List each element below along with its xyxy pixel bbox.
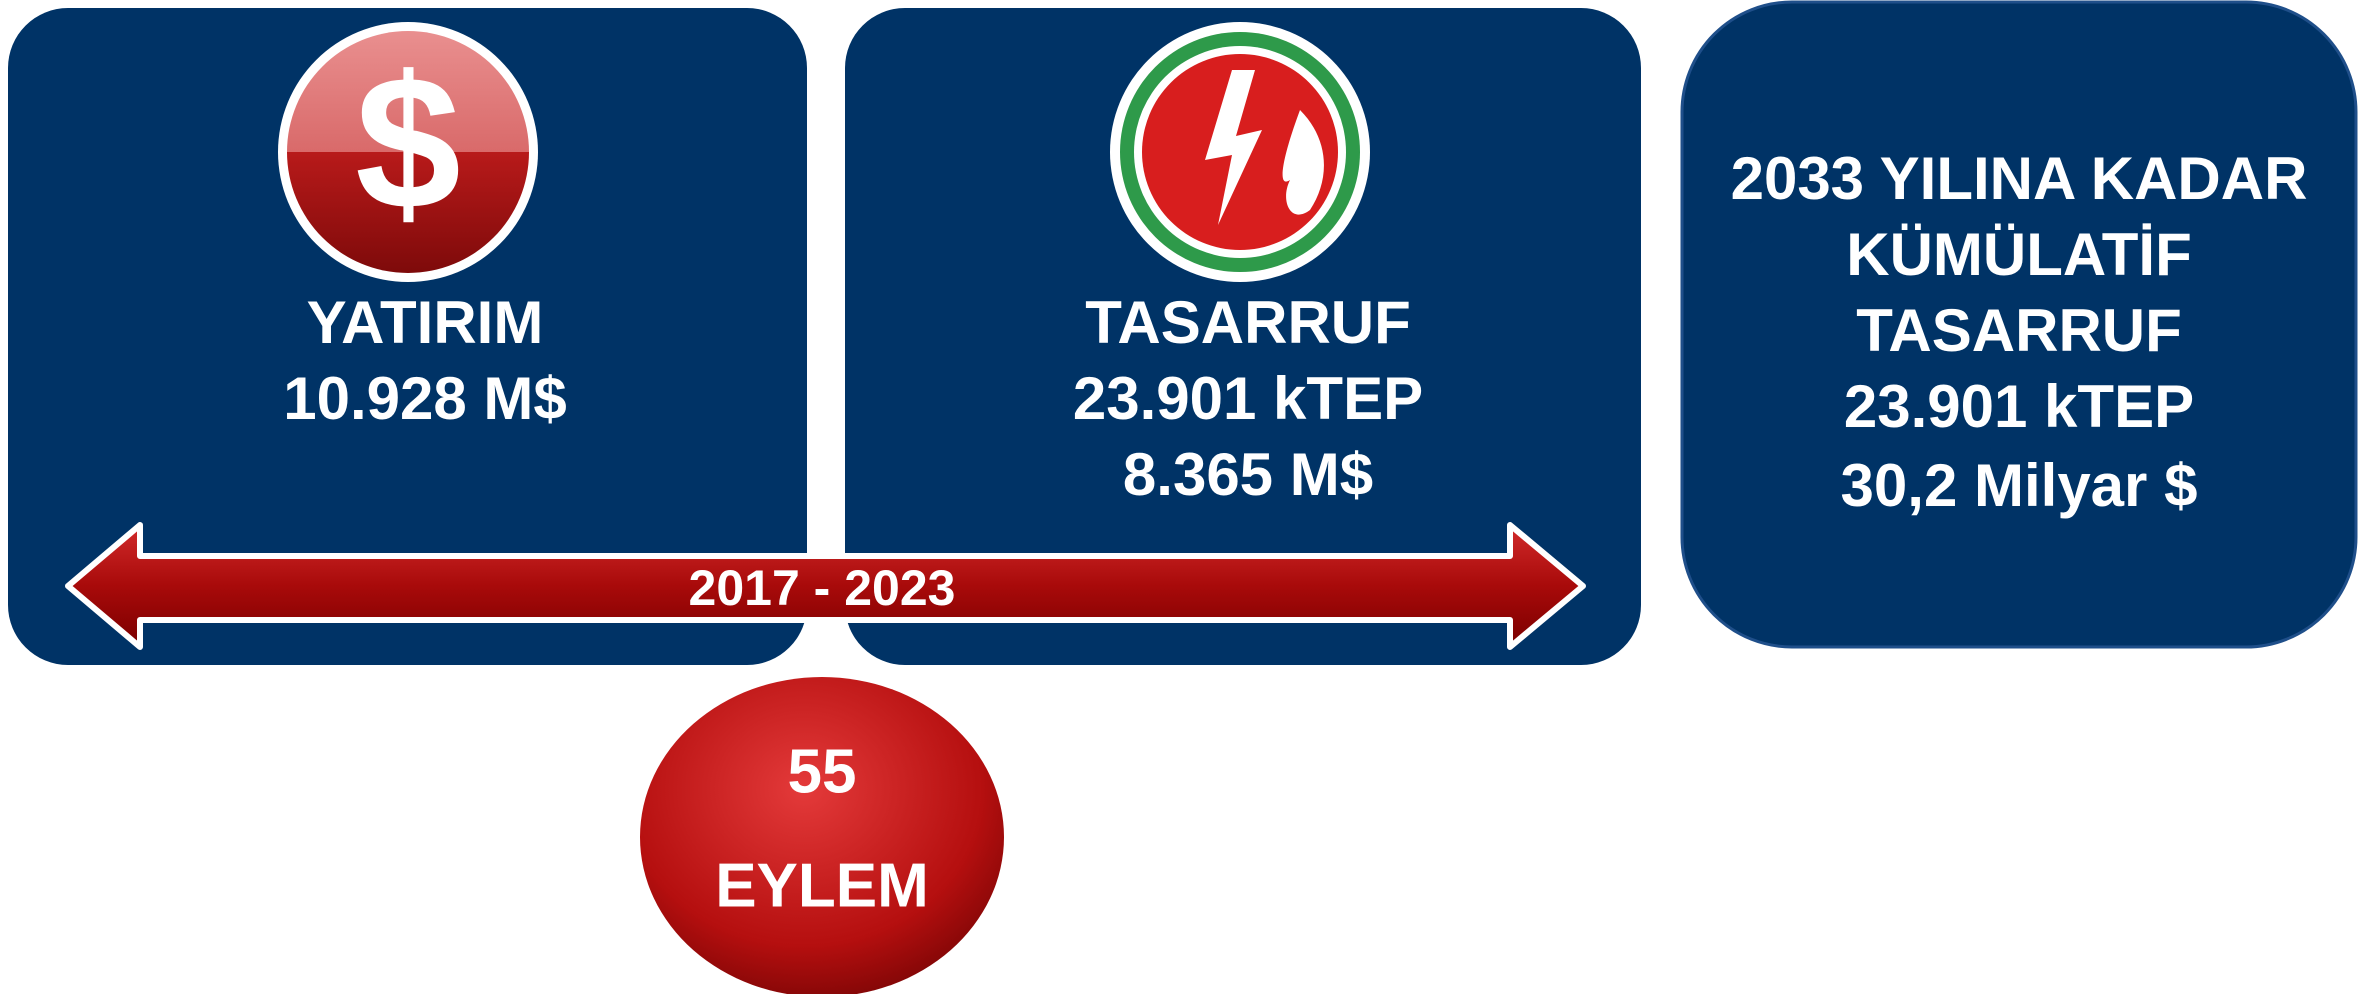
flame — [1282, 110, 1324, 215]
panel-value: 23.901 kTEP — [1073, 365, 1423, 432]
summary-line: 23.901 kTEP — [1844, 373, 2194, 440]
panel-box — [845, 8, 1641, 665]
timeline-label: 2017 - 2023 — [689, 560, 956, 616]
summary-line: KÜMÜLATİF — [1846, 221, 2191, 288]
panel-title: YATIRIM — [307, 289, 544, 356]
panel-box — [8, 8, 807, 665]
panel-value: 8.365 M$ — [1123, 441, 1373, 508]
lightning — [1205, 70, 1262, 225]
timeline-arrow — [65, 522, 1586, 650]
summary-line: 2033 YILINA KADAR — [1731, 145, 2308, 212]
panel-value: 10.928 M$ — [283, 365, 567, 432]
badge-label: EYLEM — [715, 851, 929, 920]
badge-count: 55 — [788, 737, 857, 806]
summary-box — [1680, 0, 2358, 649]
summary-line: 30,2 Milyar $ — [1841, 452, 2198, 519]
badge — [640, 677, 1004, 994]
dollar-symbol: $ — [355, 37, 461, 249]
dollar-icon — [287, 31, 529, 273]
panel-title: TASARRUF — [1085, 289, 1411, 356]
summary-line: TASARRUF — [1856, 297, 2182, 364]
